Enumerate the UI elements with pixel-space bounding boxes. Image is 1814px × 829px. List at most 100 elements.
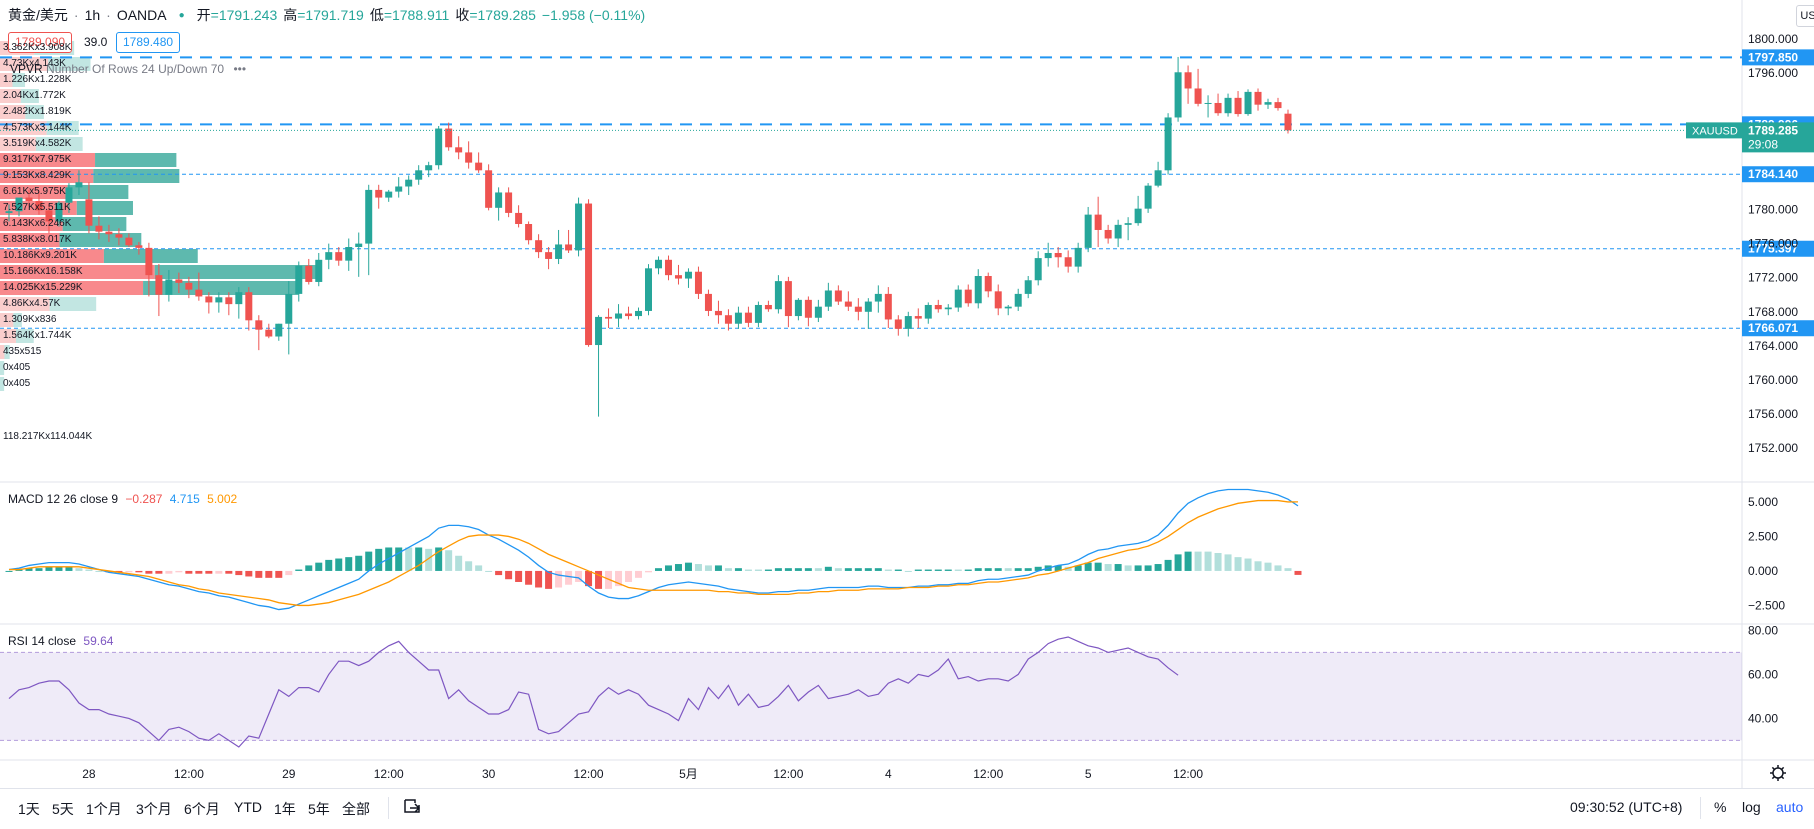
macd-histogram-bar [734,568,742,571]
candle-body [934,304,942,310]
candle-body [195,289,203,297]
price-level-label: 1766.071 [1748,321,1798,335]
time-axis-tick: 30 [482,767,496,781]
vpvr-up-bar [0,137,36,151]
price-axis-tick: 1752.000 [1748,441,1798,455]
macd-histogram-bar [125,570,133,573]
macd-histogram-bar [45,566,53,571]
macd-histogram-bar [874,568,882,571]
vpvr-legend[interactable]: VPVR Number Of Rows 24 Up/Down 70 ••• [10,62,246,76]
macd-histogram-bar [1114,564,1122,571]
macd-histogram-bar [285,570,293,576]
vpvr-up-bar [0,297,50,311]
candle-body [455,147,463,153]
chart-canvas[interactable]: 1797.8501789.9961784.1401775.3971766.071… [0,0,1814,788]
candle-body [505,192,513,213]
settings-icon[interactable] [1770,765,1786,781]
macd-histogram-bar [1034,566,1042,571]
sell-button[interactable]: 1789.090 [8,32,73,53]
candle-body [55,202,63,222]
time-axis-tick: 28 [82,767,96,781]
range-1d-button[interactable]: 1天 [18,801,40,817]
auto-toggle[interactable]: auto [1776,799,1804,815]
range-6m-button[interactable]: 6个月 [184,801,220,817]
more-icon[interactable]: ••• [233,62,247,76]
vpvr-row-label: 9.317Kx7.975K [3,154,72,165]
candle-body [874,293,882,302]
candle-body [944,307,952,310]
macd-legend[interactable]: MACD 12 26 close 9 −0.287 4.715 5.002 [8,492,237,506]
candle-body [45,210,53,222]
macd-histogram-bar [1204,551,1212,571]
log-toggle[interactable]: log [1742,799,1761,815]
macd-histogram-bar [1014,568,1022,571]
range-1y-button[interactable]: 1年 [274,801,296,817]
currency-badge[interactable]: USD [1796,5,1814,27]
vpvr-row-label: 10.186Kx9.201K [3,250,77,261]
macd-macd-line [8,488,1299,611]
symbol-tag-label: XAUUSD [1692,125,1738,137]
time-axis-tick: 12:00 [174,767,204,781]
candle-body [285,293,293,324]
macd-histogram-bar [165,570,173,574]
candle-body [425,165,433,171]
macd-histogram-bar [984,568,992,571]
range-all-button[interactable]: 全部 [342,801,370,817]
macd-histogram-bar [445,550,453,571]
range-3m-button[interactable]: 3个月 [136,801,172,817]
candle-body [555,244,563,259]
percent-toggle[interactable]: % [1714,799,1727,815]
candle-body [645,268,652,311]
goto-date-icon[interactable] [402,796,422,819]
macd-histogram-bar [1194,551,1202,571]
range-5d-button[interactable]: 5天 [52,801,74,817]
interval-label[interactable]: 1h [84,7,101,23]
candle-body [215,297,223,303]
macd-title: MACD 12 26 close 9 [8,492,119,506]
macd-histogram-bar [1004,568,1012,571]
range-1m-button[interactable]: 1个月 [86,801,122,817]
candle-body [1254,91,1262,105]
candle-body [1234,97,1242,115]
candle-body [1264,102,1272,105]
candle-body [65,187,73,203]
candle-body [435,128,443,166]
macd-histogram-bar [505,570,513,580]
vpvr-up-bar [0,233,60,247]
macd-histogram-bar [1154,564,1162,571]
change-value: −1.958 (−0.11%) [541,7,646,23]
time-axis-tick: 12:00 [1173,767,1203,781]
macd-histogram-bar [225,570,233,574]
macd-histogram-bar [1284,568,1292,571]
vpvr-up-bar [0,89,21,103]
macd-histogram-bar [495,570,503,576]
macd-histogram-bar [425,548,433,571]
macd-histogram-bar [185,570,193,574]
macd-line-value: 4.715 [169,492,200,506]
candle-body [305,265,313,282]
candle-body [1174,72,1182,118]
macd-histogram-bar [894,569,902,571]
candle-body [565,244,573,251]
macd-histogram-bar [545,570,553,589]
macd-histogram-bar [854,568,862,571]
range-5y-button[interactable]: 5年 [308,801,330,817]
price-level-tag [1742,166,1814,183]
candle-body [914,316,922,319]
candle-body [235,292,243,305]
candle-body [605,316,613,319]
vpvr-row-label: 0x405 [3,362,31,373]
vpvr-row-label: 15.166Kx16.158K [3,266,83,277]
macd-histogram-bar [375,548,383,571]
symbol-name[interactable]: 黄金/美元 [8,7,68,23]
macd-histogram-bar [1054,565,1062,571]
range-ytd-button[interactable]: YTD [234,799,262,815]
rsi-legend[interactable]: RSI 14 close 59.64 [8,634,113,648]
macd-histogram-bar [75,568,83,571]
time-axis-tick: 12:00 [574,767,604,781]
candle-body [615,313,623,319]
candle-body [1164,117,1172,171]
clock-time[interactable]: 09:30:52 (UTC+8) [1570,799,1683,815]
macd-histogram-bar [5,570,13,572]
buy-button[interactable]: 1789.480 [116,32,181,53]
